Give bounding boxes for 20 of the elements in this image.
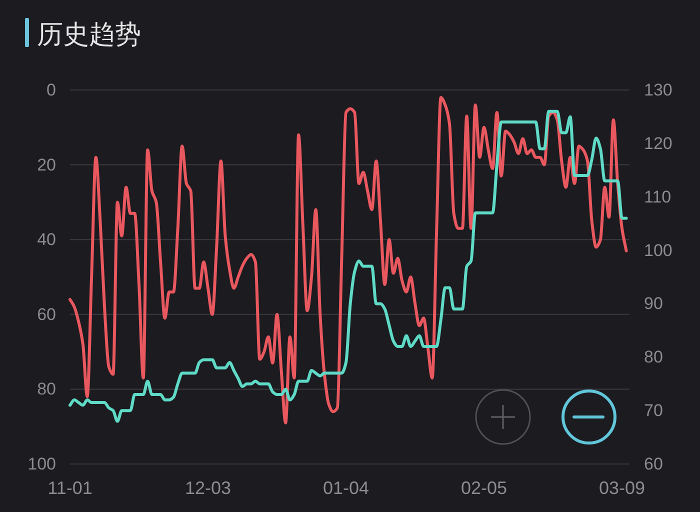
y2-tick-label: 110 bbox=[644, 187, 672, 206]
y-tick-label: 20 bbox=[37, 155, 56, 174]
chart-title: 历史趋势 bbox=[37, 19, 141, 49]
y-tick-label: 100 bbox=[28, 454, 56, 474]
y2-tick-label: 90 bbox=[644, 294, 663, 314]
x-tick-label: 03-09 bbox=[598, 478, 646, 498]
x-tick-label: 01-04 bbox=[322, 478, 370, 498]
y2-tick-label: 130 bbox=[644, 80, 672, 100]
y-tick-label: 0 bbox=[46, 80, 56, 100]
y2-tick-label: 70 bbox=[644, 401, 663, 420]
y-tick-label: 60 bbox=[37, 304, 56, 324]
x-tick-label: 12-03 bbox=[184, 478, 232, 498]
y2-tick-label: 60 bbox=[644, 454, 663, 474]
y-tick-label: 80 bbox=[37, 380, 56, 399]
y2-tick-label: 100 bbox=[644, 240, 672, 260]
y2-tick-label: 120 bbox=[644, 134, 672, 153]
y2-tick-label: 80 bbox=[644, 348, 663, 367]
x-tick-label: 02-05 bbox=[460, 478, 508, 498]
y-tick-label: 40 bbox=[37, 230, 56, 250]
x-tick-label: 11-01 bbox=[48, 478, 92, 498]
